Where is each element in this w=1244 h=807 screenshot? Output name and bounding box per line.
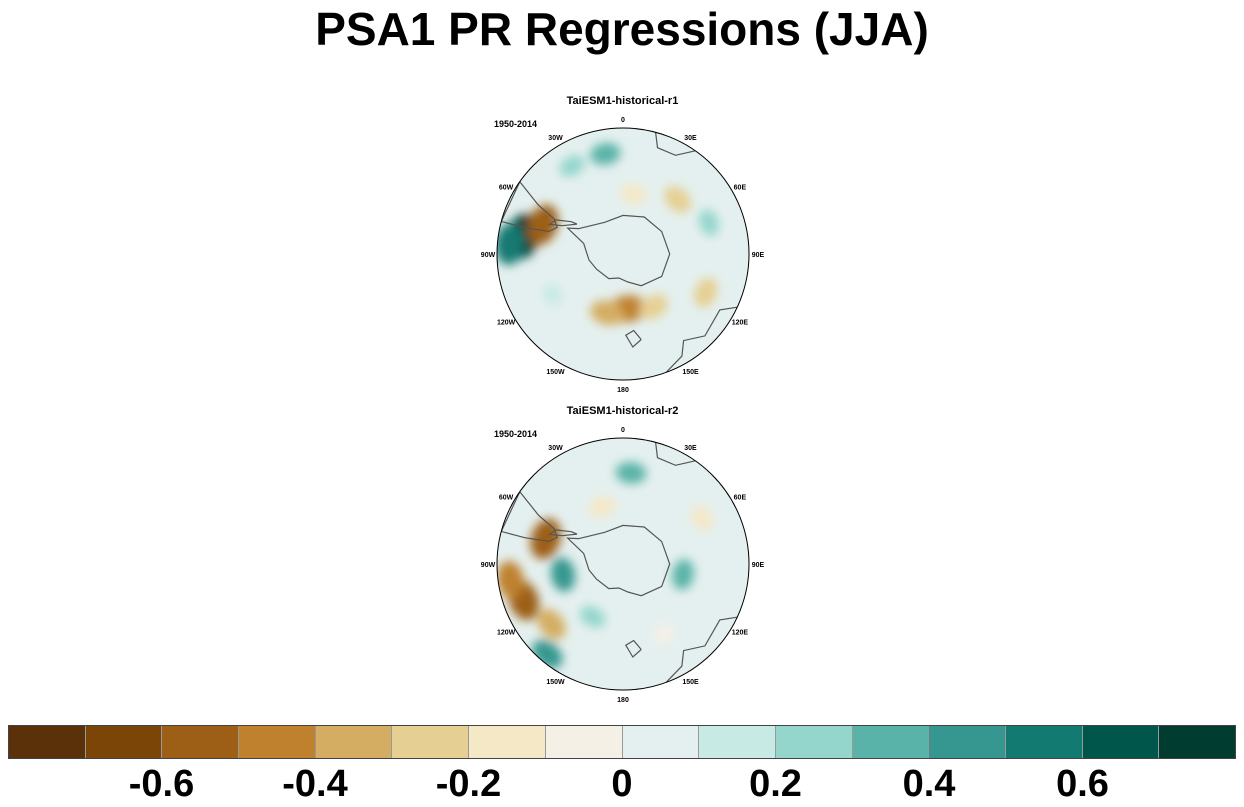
colorbar-box [852,726,930,758]
anomaly-mark [527,204,559,245]
longitude-label: 30W [548,445,563,452]
colorbar-box [469,726,546,758]
colorbar-box [1159,726,1235,758]
anomaly-mark [590,142,621,165]
polar-map-r1: 0 30E 60E 90E 120E 150E 180 150W 120W 90W 60W 30W [481,117,765,394]
longitude-label: 30W [548,135,563,142]
colorbar-tick-label: -0.4 [282,763,348,805]
coastline [624,329,642,348]
coastline [566,524,671,597]
longitude-label: 120E [732,320,749,327]
longitude-label: 150W [546,679,565,686]
coastline [547,219,578,227]
panel-period: 1950-2014 [494,119,538,129]
colorbar-tick-label: 0 [611,763,633,805]
longitude-label: 60W [499,185,514,192]
anomaly-mark [588,496,616,517]
longitude-label: 150E [682,369,699,376]
anomaly-mark [615,462,647,484]
anomaly-mark [537,608,566,640]
longitude-label: 150E [682,679,699,686]
colorbar-box [622,726,700,758]
anomaly-layer [497,142,719,326]
colorbar-box [929,726,1006,758]
colorbar-box [85,726,163,758]
colorbar-box [392,726,470,758]
coastline [665,306,738,373]
anomaly-mark [497,560,524,599]
coastline [547,529,578,537]
panel-period: 1950-2014 [494,429,538,439]
longitude-label: 30E [684,135,697,142]
coastline [566,214,671,287]
anomaly-mark [543,283,562,306]
coastline [500,180,558,232]
anomaly-mark [664,186,691,213]
anomaly-mark [579,606,606,628]
longitude-label: 180 [617,387,629,394]
longitude-label: 0 [621,427,625,434]
colorbar-box [239,726,316,758]
coastline [655,442,696,466]
coastline [500,490,558,542]
map-background [497,128,749,380]
colorbar-box [315,726,393,758]
longitude-label: 120W [497,630,516,637]
map-panel-r2: TaiESM1-historical-r2 1950-2014 0 30E 60E 9… [470,405,775,705]
anomaly-mark [497,223,525,265]
longitude-label: 90E [752,252,765,259]
colorbar-box [1082,726,1160,758]
colorbar [8,725,1236,759]
colorbar-tick-label: 0.4 [902,763,956,805]
colorbar-box [699,726,776,758]
coastline [624,639,642,658]
colorbar-box [545,726,623,758]
longitude-label: 180 [617,697,629,704]
panel-title: TaiESM1-historical-r1 [566,95,679,107]
longitude-label: 120E [732,630,749,637]
longitude-label: 60E [734,495,747,502]
colorbar-tick-label: -0.6 [128,763,195,805]
colorbar-tick-label: 0.6 [1056,763,1109,805]
colorbar-box [1005,726,1083,758]
anomaly-mark [698,209,719,236]
longitude-label: 0 [621,117,625,124]
anomaly-mark [550,557,576,592]
anomaly-mark [672,559,694,590]
anomaly-mark [620,184,648,204]
panel-title: TaiESM1-historical-r2 [566,405,679,417]
map-panel-r1: TaiESM1-historical-r1 1950-2014 0 30E 60E 9… [470,95,775,395]
longitude-label: 150W [546,369,565,376]
anomaly-mark [652,625,675,644]
polar-map-r2: 0 30E 60E 90E 120E 150E 180 150W 120W 90W 60W 30W [481,427,765,704]
longitude-label: 90W [481,252,496,259]
anomaly-mark [639,294,668,319]
figure-title: PSA1 PR Regressions (JJA) [315,3,929,55]
colorbar-box [9,726,86,758]
colorbar-box [162,726,240,758]
anomaly-mark [694,277,718,308]
colorbar-tick-label: 0.2 [749,763,802,805]
coastline [665,616,738,683]
colorbar-box [775,726,853,758]
anomaly-mark [590,300,625,326]
longitude-label: 30E [684,445,697,452]
longitude-label: 60W [499,495,514,502]
longitude-label: 90E [752,562,765,569]
longitude-label: 120W [497,320,516,327]
map-field [497,128,749,380]
anomaly-mark [559,155,585,177]
coastline [655,132,696,156]
anomaly-mark [691,505,713,531]
map-border [496,437,750,691]
longitude-label: 60E [734,185,747,192]
longitude-label: 90W [481,562,496,569]
map-border [496,127,750,381]
colorbar-tick-label: -0.2 [435,763,502,805]
